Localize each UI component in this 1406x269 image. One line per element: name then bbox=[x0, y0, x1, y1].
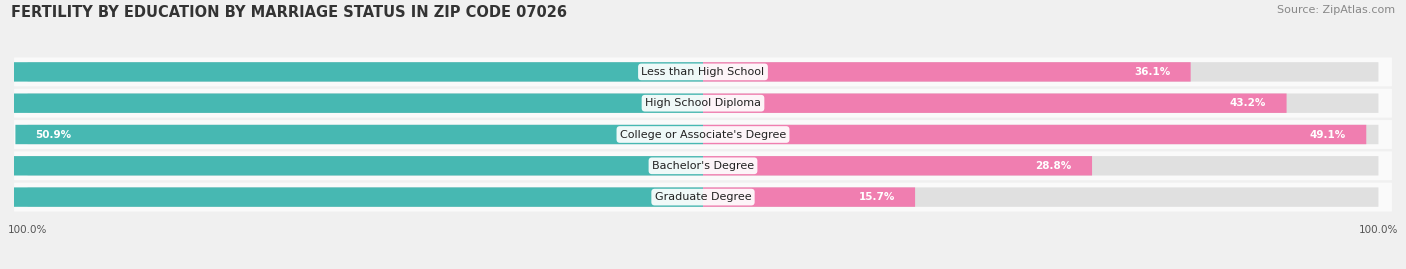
FancyBboxPatch shape bbox=[14, 89, 1392, 118]
Text: 50.9%: 50.9% bbox=[35, 129, 72, 140]
FancyBboxPatch shape bbox=[703, 156, 1092, 175]
FancyBboxPatch shape bbox=[28, 94, 1378, 113]
FancyBboxPatch shape bbox=[703, 94, 1286, 113]
Text: 28.8%: 28.8% bbox=[1036, 161, 1071, 171]
Text: 36.1%: 36.1% bbox=[1135, 67, 1170, 77]
FancyBboxPatch shape bbox=[28, 187, 1378, 207]
FancyBboxPatch shape bbox=[15, 125, 703, 144]
Text: Graduate Degree: Graduate Degree bbox=[655, 192, 751, 202]
Text: 43.2%: 43.2% bbox=[1230, 98, 1267, 108]
Text: 15.7%: 15.7% bbox=[859, 192, 894, 202]
FancyBboxPatch shape bbox=[28, 156, 1378, 175]
FancyBboxPatch shape bbox=[14, 151, 1392, 180]
FancyBboxPatch shape bbox=[14, 183, 1392, 211]
FancyBboxPatch shape bbox=[28, 62, 1378, 82]
FancyBboxPatch shape bbox=[14, 120, 1392, 149]
FancyBboxPatch shape bbox=[703, 125, 1367, 144]
Text: 49.1%: 49.1% bbox=[1310, 129, 1346, 140]
FancyBboxPatch shape bbox=[0, 94, 703, 113]
FancyBboxPatch shape bbox=[28, 125, 1378, 144]
Text: Bachelor's Degree: Bachelor's Degree bbox=[652, 161, 754, 171]
Text: College or Associate's Degree: College or Associate's Degree bbox=[620, 129, 786, 140]
FancyBboxPatch shape bbox=[703, 62, 1191, 82]
Text: FERTILITY BY EDUCATION BY MARRIAGE STATUS IN ZIP CODE 07026: FERTILITY BY EDUCATION BY MARRIAGE STATU… bbox=[11, 5, 567, 20]
FancyBboxPatch shape bbox=[703, 187, 915, 207]
Text: Less than High School: Less than High School bbox=[641, 67, 765, 77]
FancyBboxPatch shape bbox=[0, 62, 703, 82]
FancyBboxPatch shape bbox=[0, 156, 703, 175]
Text: Source: ZipAtlas.com: Source: ZipAtlas.com bbox=[1277, 5, 1395, 15]
FancyBboxPatch shape bbox=[0, 187, 703, 207]
Text: High School Diploma: High School Diploma bbox=[645, 98, 761, 108]
FancyBboxPatch shape bbox=[14, 58, 1392, 86]
